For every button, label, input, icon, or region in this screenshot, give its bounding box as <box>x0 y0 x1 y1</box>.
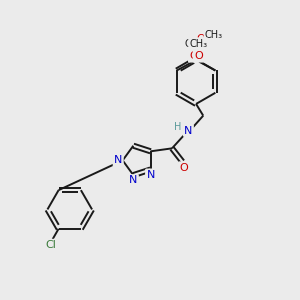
Text: CH₃: CH₃ <box>184 39 203 49</box>
Text: N: N <box>184 125 193 136</box>
Text: N: N <box>146 170 155 180</box>
Text: N: N <box>114 155 122 165</box>
Text: N: N <box>129 176 137 185</box>
Text: CH₃: CH₃ <box>189 39 208 49</box>
Text: CH₃: CH₃ <box>205 30 223 40</box>
Text: Cl: Cl <box>46 240 57 250</box>
Text: O: O <box>179 163 188 173</box>
Text: O: O <box>194 51 203 61</box>
Text: H: H <box>174 122 181 132</box>
Text: O: O <box>196 34 205 44</box>
Text: O: O <box>189 51 198 61</box>
